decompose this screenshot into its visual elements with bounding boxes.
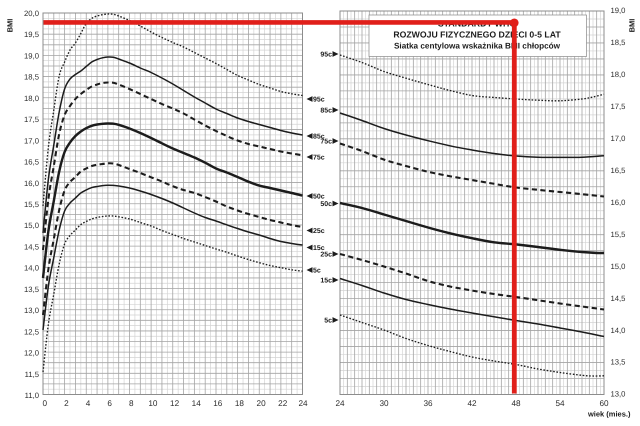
svg-text:14,5: 14,5 bbox=[611, 294, 626, 303]
svg-text:18,5: 18,5 bbox=[24, 73, 39, 82]
svg-text:15,5: 15,5 bbox=[611, 230, 626, 239]
svg-text:BMI: BMI bbox=[628, 19, 637, 33]
svg-text:24: 24 bbox=[298, 399, 308, 408]
svg-text:75c: 75c bbox=[313, 155, 325, 162]
svg-text:11,5: 11,5 bbox=[25, 370, 39, 379]
svg-text:16,0: 16,0 bbox=[24, 179, 39, 188]
svg-text:15c: 15c bbox=[313, 245, 325, 252]
svg-text:12: 12 bbox=[170, 399, 180, 408]
svg-text:15,0: 15,0 bbox=[24, 221, 39, 230]
svg-text:12,0: 12,0 bbox=[24, 349, 39, 358]
svg-text:95c: 95c bbox=[313, 97, 325, 104]
svg-text:60: 60 bbox=[599, 399, 609, 408]
svg-text:11,0: 11,0 bbox=[25, 391, 39, 400]
svg-text:12,5: 12,5 bbox=[24, 328, 39, 337]
svg-text:wiek (mies.): wiek (mies.) bbox=[587, 410, 631, 419]
svg-text:85c: 85c bbox=[313, 134, 325, 141]
svg-text:19,5: 19,5 bbox=[24, 30, 39, 39]
svg-text:36: 36 bbox=[423, 399, 433, 408]
svg-text:75c: 75c bbox=[320, 139, 332, 146]
svg-text:85c: 85c bbox=[320, 108, 332, 115]
svg-text:5c: 5c bbox=[313, 268, 321, 275]
svg-text:15c: 15c bbox=[320, 278, 332, 285]
svg-text:16: 16 bbox=[213, 399, 223, 408]
svg-text:0: 0 bbox=[43, 399, 48, 408]
svg-text:17,0: 17,0 bbox=[24, 136, 39, 145]
svg-text:17,5: 17,5 bbox=[24, 115, 39, 124]
svg-text:48: 48 bbox=[511, 399, 521, 408]
svg-text:ROZWOJU FIZYCZNEGO DZIECI 0-5: ROZWOJU FIZYCZNEGO DZIECI 0-5 LAT bbox=[393, 30, 561, 40]
svg-text:17,0: 17,0 bbox=[611, 134, 626, 143]
svg-text:6: 6 bbox=[107, 399, 112, 408]
svg-text:13,0: 13,0 bbox=[611, 390, 626, 399]
svg-text:18,5: 18,5 bbox=[611, 38, 626, 47]
svg-text:18: 18 bbox=[235, 399, 245, 408]
svg-text:18,0: 18,0 bbox=[24, 94, 39, 103]
svg-text:50c: 50c bbox=[320, 201, 332, 208]
svg-text:54: 54 bbox=[555, 399, 565, 408]
svg-text:5c: 5c bbox=[324, 318, 332, 325]
svg-text:25c: 25c bbox=[313, 228, 325, 235]
svg-text:19,0: 19,0 bbox=[611, 6, 626, 15]
svg-text:15,0: 15,0 bbox=[611, 262, 626, 271]
svg-text:17,5: 17,5 bbox=[611, 102, 626, 111]
svg-text:14,0: 14,0 bbox=[611, 326, 626, 335]
svg-text:BMI: BMI bbox=[6, 19, 15, 33]
svg-text:13,5: 13,5 bbox=[611, 358, 626, 367]
svg-text:15,5: 15,5 bbox=[24, 200, 39, 209]
svg-text:2: 2 bbox=[64, 399, 69, 408]
svg-text:20,0: 20,0 bbox=[24, 9, 39, 18]
svg-text:25c: 25c bbox=[320, 252, 332, 259]
svg-text:14: 14 bbox=[192, 399, 202, 408]
svg-text:14,0: 14,0 bbox=[24, 264, 39, 273]
svg-text:95c: 95c bbox=[320, 52, 332, 59]
svg-text:8: 8 bbox=[129, 399, 134, 408]
svg-text:24: 24 bbox=[335, 399, 345, 408]
svg-text:14,5: 14,5 bbox=[24, 243, 39, 252]
svg-text:22: 22 bbox=[278, 399, 288, 408]
svg-text:20: 20 bbox=[257, 399, 267, 408]
svg-text:10: 10 bbox=[148, 399, 158, 408]
svg-text:16,5: 16,5 bbox=[24, 158, 39, 167]
svg-text:30: 30 bbox=[379, 399, 389, 408]
svg-text:4: 4 bbox=[86, 399, 91, 408]
svg-text:19,0: 19,0 bbox=[24, 51, 39, 60]
svg-text:13,5: 13,5 bbox=[24, 285, 39, 294]
svg-text:16,0: 16,0 bbox=[611, 198, 626, 207]
svg-text:18,0: 18,0 bbox=[611, 70, 626, 79]
svg-text:50c: 50c bbox=[313, 194, 325, 201]
svg-text:13,0: 13,0 bbox=[24, 306, 39, 315]
svg-text:16,5: 16,5 bbox=[611, 166, 626, 175]
svg-text:Siatka centylowa wskażnika BMI: Siatka centylowa wskażnika BMI chłopców bbox=[394, 42, 561, 51]
svg-text:42: 42 bbox=[467, 399, 477, 408]
